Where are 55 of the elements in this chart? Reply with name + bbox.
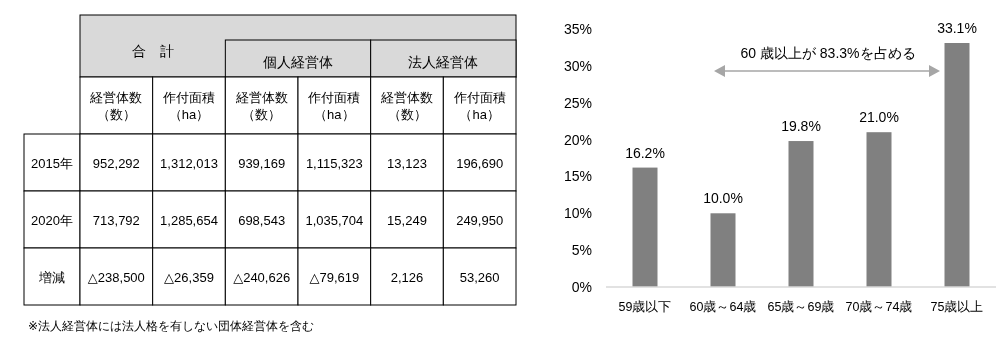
y-tick-label: 5% <box>571 242 592 259</box>
x-tick-label: 59歳以下 <box>618 300 672 314</box>
text: 1,035,704 <box>305 212 364 227</box>
annotation: 60 歳以上が 83.3%を占める <box>740 45 916 61</box>
text: △240,626 <box>233 269 291 284</box>
data-label: 16.2% <box>625 144 665 161</box>
category-label: 増減 <box>39 269 65 284</box>
text: 249,950 <box>456 212 504 227</box>
bar <box>788 141 814 287</box>
text: 個人経営体 <box>263 54 333 70</box>
text: 1,115,323 <box>305 155 363 170</box>
text: △79,619 <box>309 269 360 284</box>
bar <box>944 43 970 287</box>
category-label: 2015年 <box>31 155 73 170</box>
text: 952,292 <box>92 155 140 170</box>
text: 53,260 <box>459 269 500 284</box>
y-tick-label: 0% <box>571 279 592 295</box>
category-label: 作付面積（ha） <box>162 89 215 122</box>
y-tick-label: 10% <box>563 205 592 222</box>
text: 713,792 <box>92 212 140 227</box>
text: 698,543 <box>238 212 286 227</box>
text: 合 計 <box>131 43 174 59</box>
y-tick-label: 20% <box>563 131 592 148</box>
bar <box>710 213 736 287</box>
data-label: 33.1% <box>937 20 977 37</box>
text: 13,123 <box>387 155 427 170</box>
x-tick-label: 65歳～69歳 <box>767 300 835 314</box>
text: 939,169 <box>238 155 286 170</box>
category-label: 経営体数（数） <box>234 89 288 122</box>
y-tick-label: 35% <box>563 21 592 37</box>
text: 196,690 <box>456 155 504 170</box>
x-tick-label: 75歳以上 <box>930 300 984 314</box>
text: 15,249 <box>387 212 427 227</box>
category-label: 作付面積（ha） <box>307 89 361 122</box>
category-label: 作付面積（ha） <box>452 89 506 122</box>
text: △26,359 <box>164 269 214 284</box>
bar <box>866 132 892 287</box>
category-label: 2020年 <box>31 212 73 227</box>
y-tick-label: 25% <box>563 94 592 111</box>
text: △238,500 <box>87 269 145 284</box>
data-label: 19.8% <box>781 118 821 135</box>
category-label: 経営体数（数） <box>380 89 433 122</box>
bar <box>632 167 658 287</box>
text: 1,285,654 <box>160 212 218 227</box>
text: 2,126 <box>390 269 424 284</box>
x-tick-label: 60歳～64歳 <box>689 300 757 314</box>
y-tick-label: 30% <box>563 57 592 74</box>
data-label: 21.0% <box>859 109 899 126</box>
data-label: 10.0% <box>703 190 743 207</box>
text: 法人経営体 <box>408 54 479 70</box>
text: ※法人経営体には法人格を有しない団体経営体を含む <box>28 319 315 333</box>
category-label: 経営体数（数） <box>89 89 143 122</box>
text: 1,312,013 <box>160 155 218 170</box>
y-tick-label: 15% <box>563 168 592 185</box>
x-tick-label: 70歳～74歳 <box>845 300 913 314</box>
